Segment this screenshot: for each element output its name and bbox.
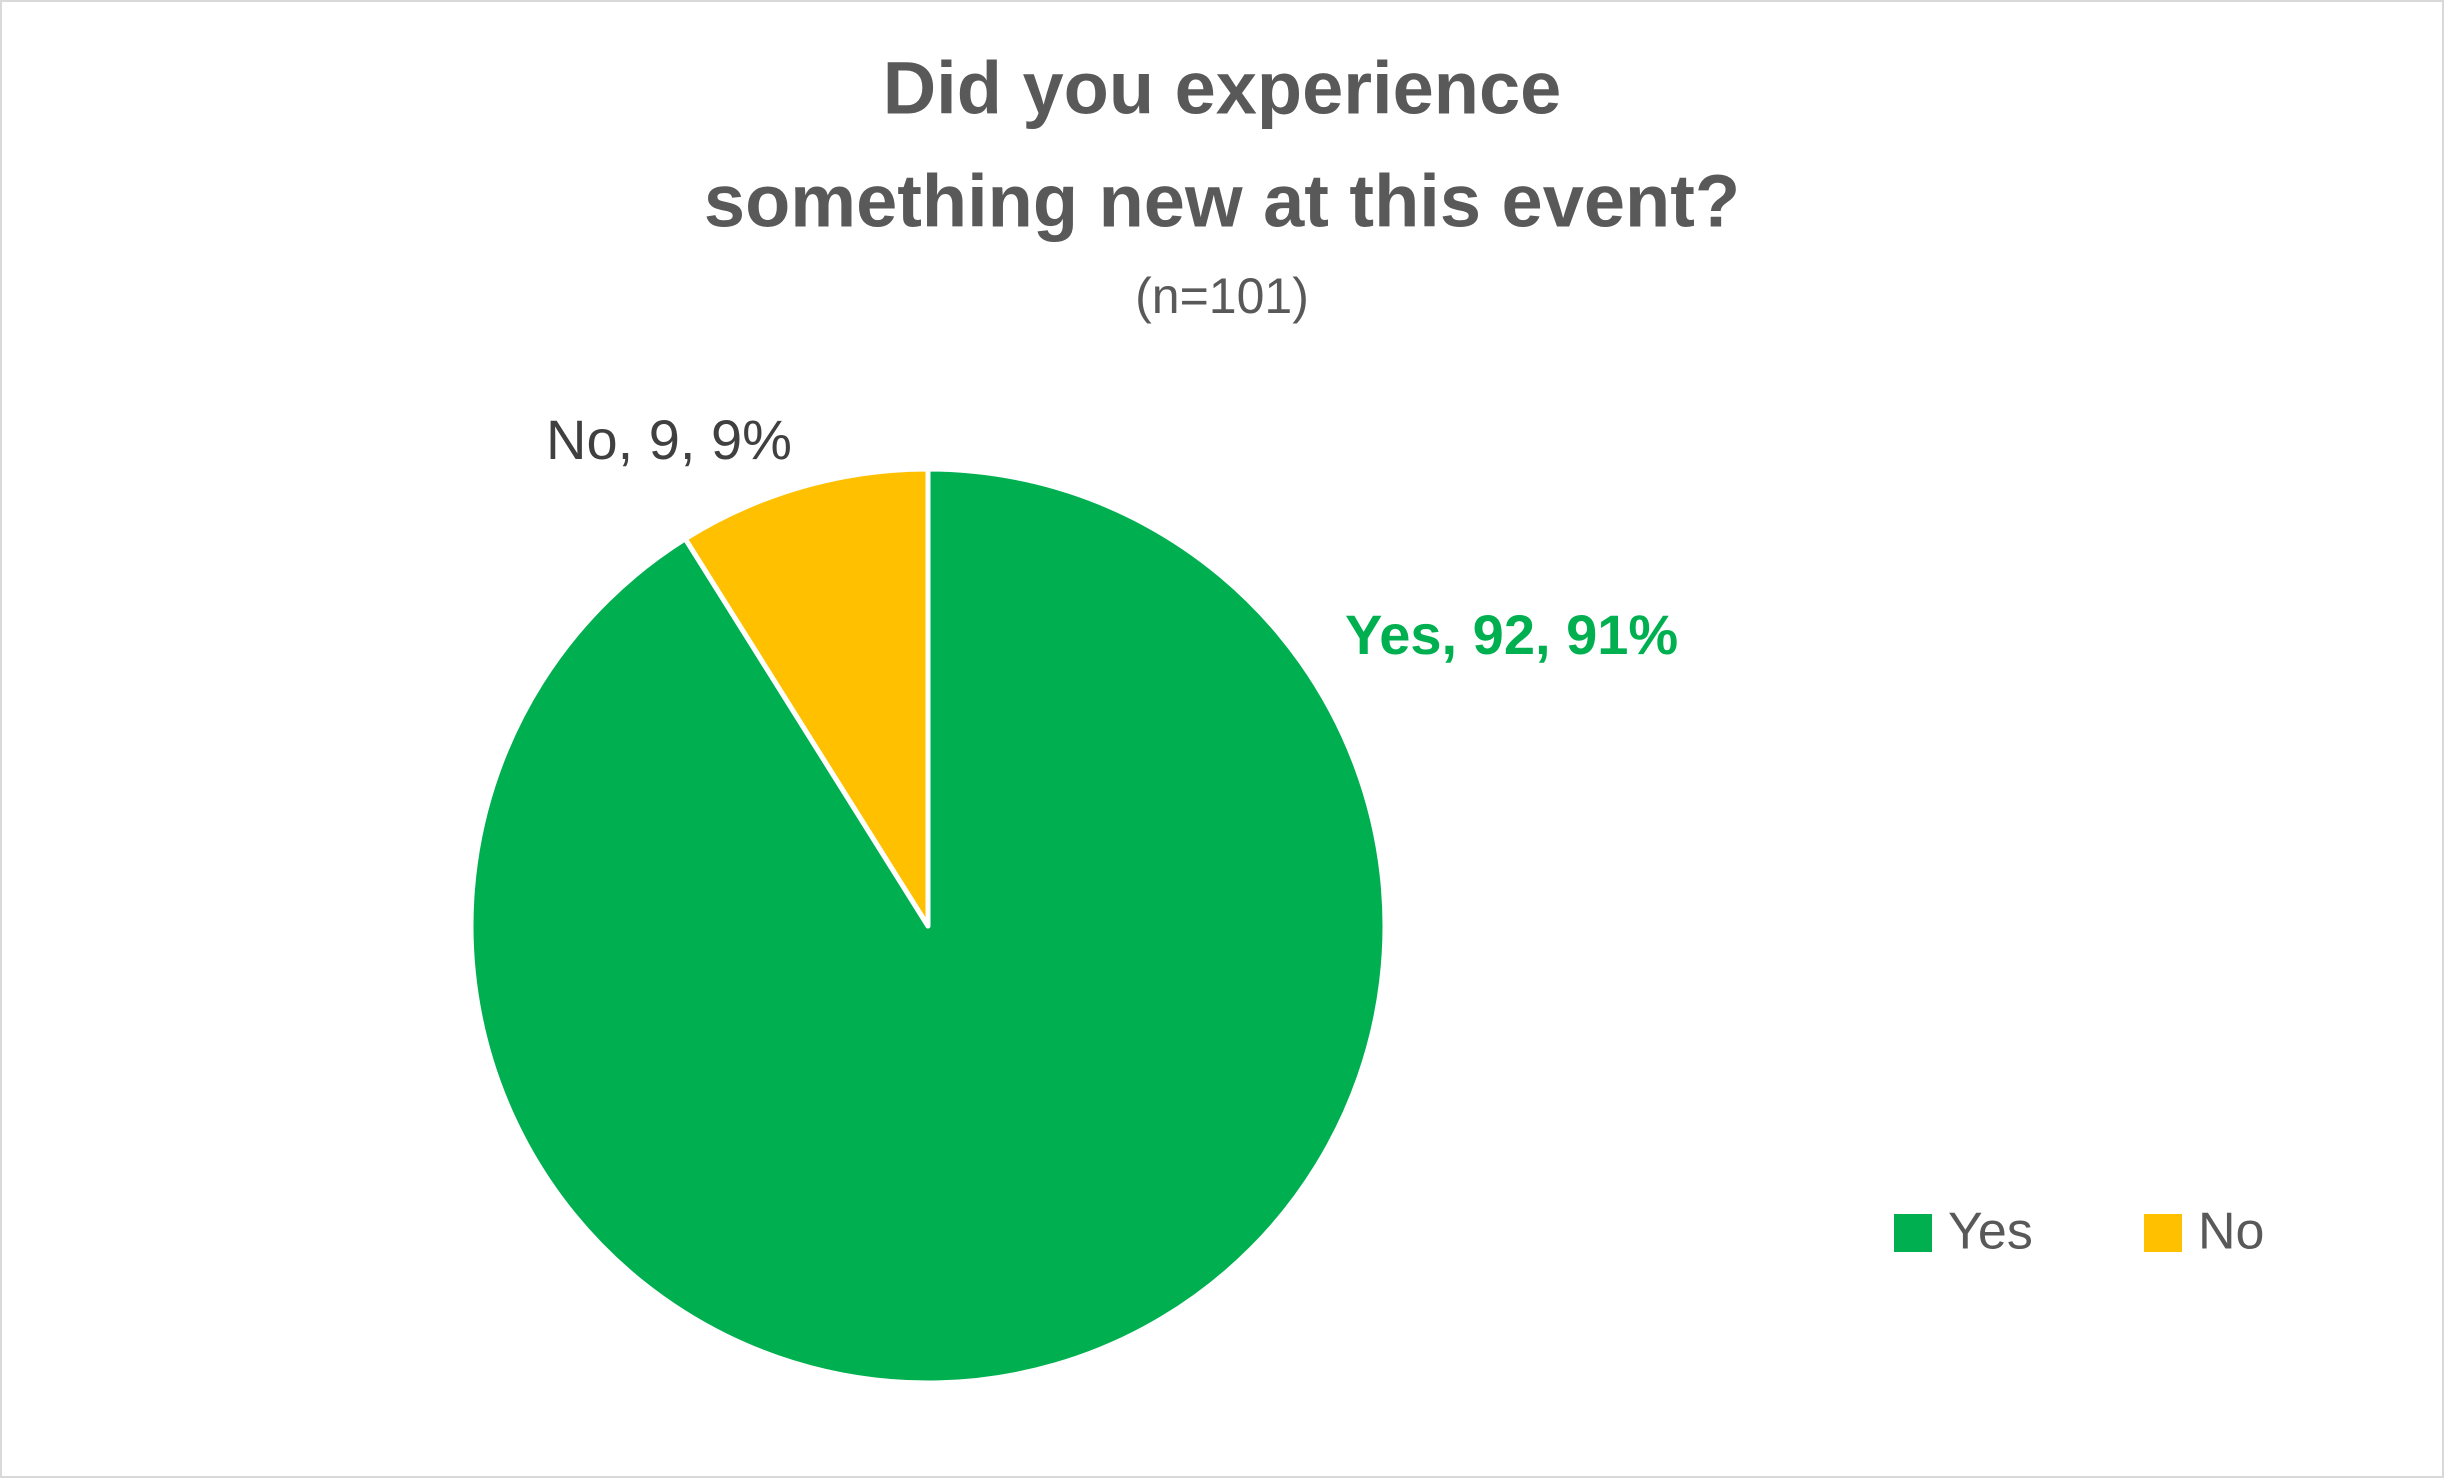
chart-title: something new at this event? xyxy=(704,160,1740,243)
legend-label: No xyxy=(2198,1203,2264,1261)
pie-slice xyxy=(682,466,931,929)
legend-swatch xyxy=(1894,1214,1932,1252)
chart-subtitle: (n=101) xyxy=(1135,268,1309,324)
data-label: Yes, 92, 91% xyxy=(1345,603,1678,666)
legend-label: Yes xyxy=(1948,1203,2033,1261)
chart-title: Did you experience xyxy=(883,47,1562,130)
data-label: No, 9, 9% xyxy=(546,408,792,471)
legend-swatch xyxy=(2144,1214,2182,1252)
